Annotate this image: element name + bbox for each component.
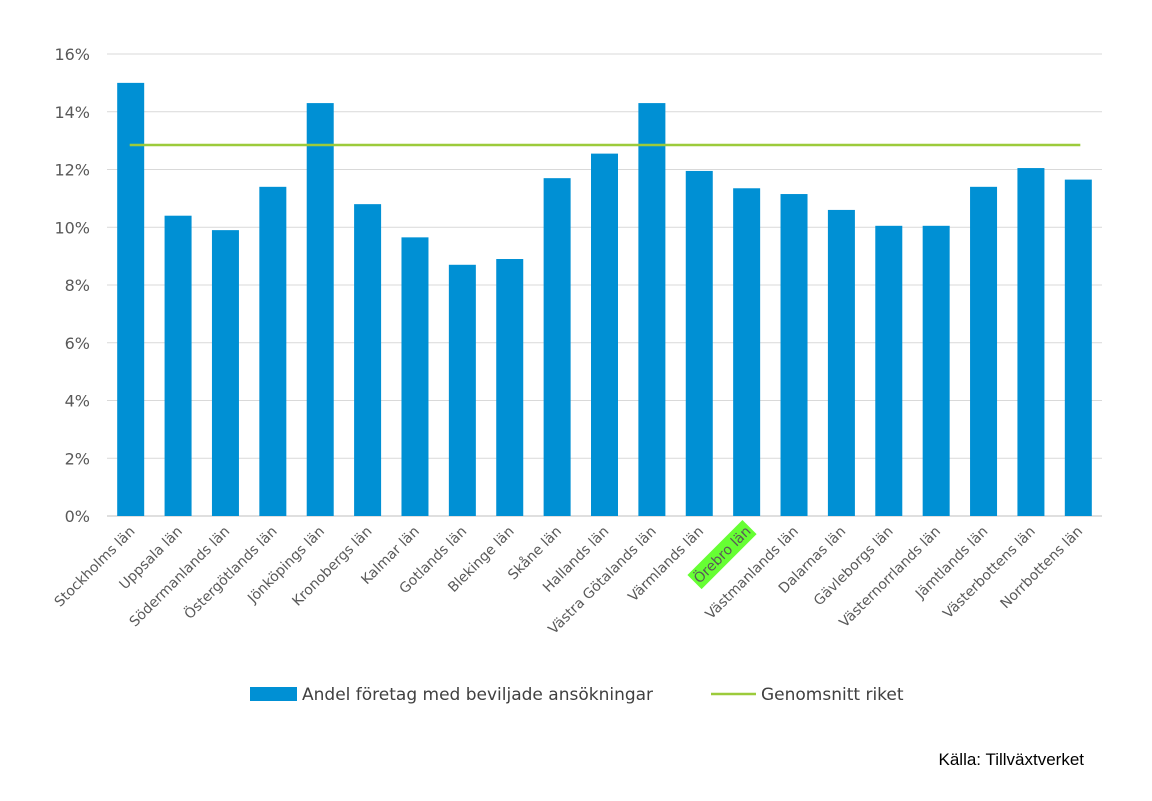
bar	[1064, 179, 1092, 516]
x-tick-label-group: Västerbottens län	[940, 524, 1038, 622]
bar	[354, 204, 382, 516]
y-tick-label: 8%	[65, 276, 90, 295]
bar	[827, 209, 855, 517]
bars	[117, 82, 1092, 517]
legend-bar-swatch	[250, 687, 297, 701]
source-note: Källa: Tillväxtverket	[938, 750, 1085, 769]
bar	[875, 225, 903, 516]
x-tick-label: Norrbottens län	[998, 524, 1087, 613]
y-tick-label: 4%	[65, 392, 90, 411]
x-tick-label-group: Kronobergs län	[289, 524, 375, 610]
bar	[496, 259, 524, 516]
legend-line-label: Genomsnitt riket	[761, 685, 904, 705]
legend-bar-label: Andel företag med beviljade ansökningar	[302, 685, 653, 705]
y-tick-label: 2%	[65, 449, 90, 468]
bar	[543, 178, 571, 516]
x-tick-label-group: Stockholms län	[52, 524, 139, 611]
y-axis-ticks: 0% 2% 4% 6% 8% 10% 12% 14% 16%	[54, 45, 90, 526]
y-tick-label: 6%	[65, 334, 90, 353]
bar	[401, 237, 429, 516]
bar	[780, 194, 808, 516]
bar	[211, 230, 239, 516]
bar	[259, 186, 287, 516]
bar	[117, 82, 145, 516]
x-tick-label: Stockholms län	[52, 524, 139, 611]
y-tick-label: 10%	[54, 218, 90, 237]
y-tick-label: 12%	[54, 161, 90, 180]
bar	[164, 215, 192, 516]
y-tick-label: 0%	[65, 507, 90, 526]
bar	[448, 264, 476, 516]
bar	[638, 103, 666, 517]
x-tick-label: Kronobergs län	[289, 524, 375, 610]
bar	[970, 186, 998, 516]
bar	[733, 188, 761, 517]
bar	[591, 153, 618, 516]
bar	[306, 103, 334, 517]
legend: Andel företag med beviljade ansökningar …	[250, 685, 904, 705]
y-tick-label: 14%	[54, 103, 90, 122]
bar	[1017, 168, 1045, 516]
label-highlight	[687, 519, 757, 590]
x-tick-label-group: Norrbottens län	[998, 524, 1087, 613]
bar	[685, 170, 713, 516]
x-tick-label: Västerbottens län	[940, 524, 1038, 622]
y-tick-label: 16%	[54, 45, 90, 64]
bar	[922, 225, 950, 516]
